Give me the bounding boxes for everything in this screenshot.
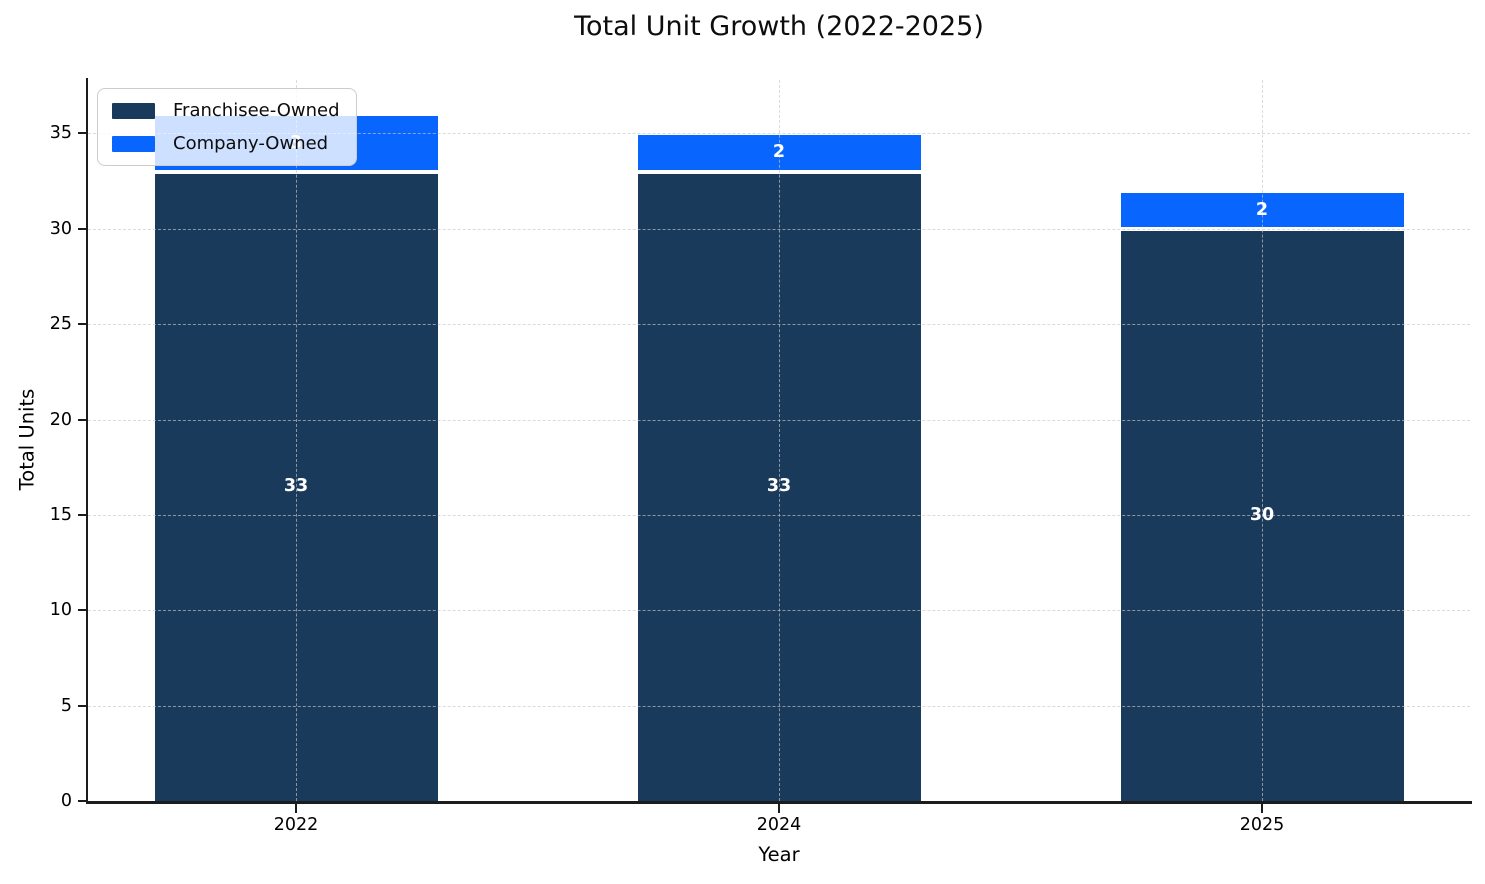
x-tick-mark: [778, 804, 780, 813]
y-tick-label: 0: [60, 791, 72, 811]
y-tick-label: 35: [49, 123, 72, 144]
x-tick-label-2024: 2024: [756, 815, 802, 835]
legend-label: Franchisee-Owned: [173, 100, 340, 121]
y-tick-label: 15: [49, 504, 72, 525]
bar-value-label: 33: [283, 476, 309, 497]
chart-title: Total Unit Growth (2022-2025): [574, 11, 984, 42]
y-tick-label: 20: [49, 409, 72, 430]
x-tick-mark: [1261, 804, 1263, 813]
x-gridline: [1262, 80, 1263, 801]
y-tick-mark: [78, 418, 86, 421]
x-axis-spine: [86, 801, 1472, 804]
y-tick-mark: [78, 132, 86, 135]
plot-area: 05101520253035202220242025333332302Franc…: [50, 80, 1470, 835]
y-tick-mark: [78, 609, 86, 612]
x-tick-label-2025: 2025: [1239, 815, 1285, 835]
y-tick-mark: [78, 323, 86, 326]
y-axis-spine: [86, 78, 88, 803]
legend-item-franchisee-owned: Franchisee-Owned: [112, 100, 340, 121]
x-tick-mark: [295, 804, 297, 813]
legend: Franchisee-Owned Company-Owned: [97, 88, 357, 166]
legend-item-company-owned: Company-Owned: [112, 133, 340, 154]
y-tick-mark: [78, 800, 86, 802]
x-axis-label: Year: [758, 843, 800, 866]
legend-label: Company-Owned: [173, 133, 329, 154]
y-tick-mark: [78, 227, 86, 230]
x-tick-label-2022: 2022: [273, 815, 319, 835]
y-tick-mark: [78, 513, 86, 516]
x-gridline: [296, 80, 297, 801]
y-tick-mark: [78, 704, 86, 707]
legend-swatch-company-owned: [112, 135, 155, 152]
bar-value-label: 30: [1249, 504, 1275, 525]
y-tick-label: 30: [49, 218, 72, 239]
bar-value-label: 33: [766, 476, 792, 497]
y-tick-label: 5: [60, 695, 72, 716]
legend-swatch-franchisee-owned: [112, 102, 155, 119]
x-gridline: [779, 80, 780, 801]
bar-value-label: 2: [1255, 199, 1269, 220]
y-tick-label: 25: [49, 314, 72, 335]
y-tick-label: 10: [49, 600, 72, 621]
bar-value-label: 2: [772, 142, 786, 163]
